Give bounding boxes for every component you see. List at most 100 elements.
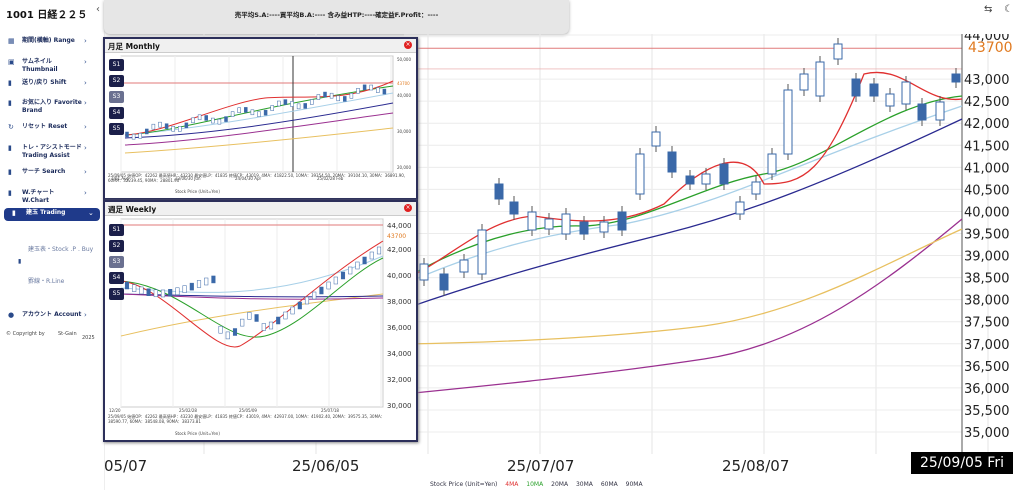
- candle: [237, 107, 241, 114]
- candle: [885, 93, 895, 107]
- y-tick-label: 41,000: [964, 161, 1010, 176]
- sidebar-item-8[interactable]: ▮ 建玉 Trading ⌄: [4, 208, 100, 221]
- x-tick-label: 25/08/07: [722, 457, 789, 475]
- candle: [146, 288, 151, 296]
- candle: [459, 259, 469, 273]
- candle: [701, 173, 711, 185]
- sidebar-item-account[interactable]: ● アカウント Account ›: [8, 311, 87, 319]
- y-tick-label: 41,500: [964, 139, 1010, 154]
- y-tick-label: 38,000: [387, 298, 412, 306]
- candle: [833, 43, 843, 60]
- sidebar-item-5[interactable]: ▮ トレ・アシストモード Trading Assist ›: [8, 144, 87, 159]
- candle: [326, 281, 331, 290]
- candle: [369, 251, 374, 260]
- sidebar-item-3[interactable]: ▮ お気に入り Favorite Brand ›: [8, 99, 88, 114]
- series-button-s2[interactable]: S2: [109, 75, 124, 87]
- y-tick-label: 43700: [387, 233, 406, 240]
- y-tick-label: 40,000: [387, 272, 412, 280]
- candle: [153, 289, 158, 298]
- candle: [178, 126, 182, 132]
- ma-line: [124, 80, 394, 136]
- legend-stock: Stock Price (Unit=Yen): [430, 481, 498, 488]
- chart-icon: ▮: [8, 99, 12, 107]
- candle: [376, 87, 380, 93]
- y-tick-label: 38,500: [964, 272, 1010, 287]
- candle: [132, 284, 137, 292]
- y-tick-label: 37,500: [964, 316, 1010, 331]
- y-tick-label: 43,000: [964, 73, 1010, 88]
- y-tick-label: 37,000: [964, 338, 1010, 353]
- sidebar-item-7[interactable]: ▮ W.チャート W.Chart ›: [8, 189, 87, 204]
- current-price-label: 43700: [968, 40, 1013, 56]
- sub-item-stock[interactable]: 建玉表・Stock .P . Buy: [28, 246, 94, 253]
- candle: [204, 277, 209, 286]
- sub-item-rline[interactable]: 罫線・R.Line: [28, 278, 65, 285]
- brand-name: St-Gain: [58, 331, 77, 337]
- sidebar-item-1[interactable]: ▣ サムネイル Thumbnail ›: [8, 58, 87, 73]
- candle: [369, 84, 373, 91]
- series-button-s2[interactable]: S2: [109, 240, 124, 252]
- candle: [224, 116, 228, 122]
- monthly-header: 月足 Monthly ×: [105, 39, 416, 53]
- y-tick-label: 39,500: [964, 228, 1010, 243]
- candle: [323, 91, 327, 98]
- candle: [247, 312, 252, 320]
- candle: [751, 181, 761, 195]
- series-button-s3[interactable]: S3: [109, 91, 124, 103]
- series-button-s4[interactable]: S4: [109, 272, 124, 284]
- series-button-s1[interactable]: S1: [109, 59, 124, 71]
- candle: [168, 289, 173, 297]
- swap-icon[interactable]: ⇆: [984, 4, 993, 15]
- chevron-right-icon: ›: [84, 79, 87, 87]
- x-tick-label: 1/01 Aug: [111, 176, 130, 181]
- dark-mode-icon[interactable]: ☾: [1004, 4, 1013, 15]
- app-title: 1001 日経２２５: [6, 10, 88, 21]
- candle: [735, 201, 745, 215]
- candle: [189, 282, 194, 291]
- y-tick-label: 36,500: [964, 360, 1010, 375]
- x-tick-label: 05/07: [104, 457, 147, 475]
- candle: [204, 115, 208, 121]
- chart-icon: ▮: [8, 144, 12, 152]
- copyright-year: 2025: [82, 335, 95, 341]
- monthly-chart[interactable]: 50,000 43700 40,000 30,000 20,000 1/01 Aug 23/…: [105, 53, 416, 183]
- collapse-icon[interactable]: ‹: [96, 4, 100, 15]
- candle: [257, 111, 261, 117]
- candle: [362, 256, 367, 265]
- sidebar-item-6[interactable]: ▮ サーチ Search ›: [8, 168, 87, 176]
- weekly-chart[interactable]: 44,000 43700 42,000 40,000 38,000 36,000 34,00…: [105, 216, 416, 412]
- y-tick-label: 42,000: [964, 117, 1010, 132]
- x-tick-label: 25/02/28: [179, 408, 197, 412]
- weekly-legend: Stock Price (Unit=Yen): [175, 431, 220, 436]
- y-tick-label: 44,000: [387, 222, 412, 230]
- sidebar-item-4[interactable]: ↻ リセット Reset ›: [8, 123, 87, 131]
- weekly-header: 週足 Weekly ×: [105, 202, 416, 216]
- y-tick-label: 20,000: [397, 165, 411, 170]
- candle: [218, 325, 223, 334]
- candle: [276, 316, 281, 325]
- y-tick-label: 36,000: [387, 324, 412, 332]
- candle: [599, 221, 609, 233]
- x-tick-label: 25/07/18: [321, 408, 339, 412]
- legend-20ma: 20MA: [551, 481, 569, 488]
- ma-line: [124, 127, 394, 154]
- close-icon[interactable]: ×: [404, 204, 412, 212]
- sidebar-item-2[interactable]: ▮ 送り/戻り Shift ›: [8, 79, 87, 87]
- ma-line: [120, 293, 384, 300]
- series-button-s3[interactable]: S3: [109, 256, 124, 268]
- candle: [171, 125, 175, 132]
- series-button-s4[interactable]: S4: [109, 107, 124, 119]
- daily-chart[interactable]: 44,000 43,000 42,500 42,000 41,500 41,000 40,5…: [104, 34, 1024, 490]
- series-button-s5[interactable]: S5: [109, 123, 124, 135]
- series-button-s5[interactable]: S5: [109, 288, 124, 300]
- candle: [439, 273, 449, 291]
- candle: [283, 99, 288, 105]
- series-button-s1[interactable]: S1: [109, 224, 124, 236]
- candle: [617, 211, 627, 231]
- candle: [333, 276, 338, 285]
- sidebar-item-0[interactable]: ▦ 期間(横軸) Range ›: [8, 37, 87, 45]
- candle: [719, 163, 729, 185]
- close-icon[interactable]: ×: [404, 41, 412, 49]
- candle: [303, 103, 307, 109]
- candle: [182, 285, 187, 293]
